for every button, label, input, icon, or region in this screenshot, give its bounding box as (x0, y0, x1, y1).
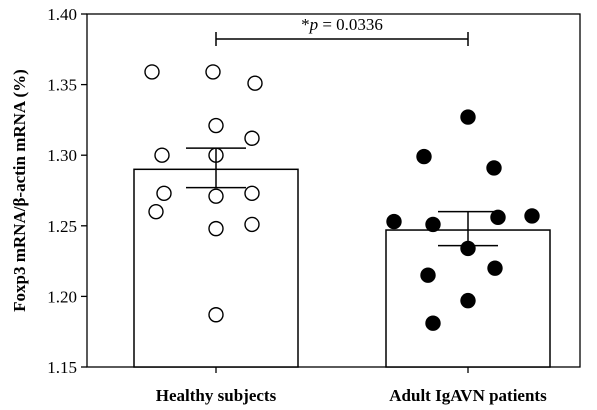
y-tick-label: 1.40 (47, 5, 77, 24)
x-tick-label: Adult IgAVN patients (389, 386, 547, 405)
data-point-open (205, 64, 221, 80)
data-point-filled (460, 292, 476, 309)
points (144, 64, 540, 331)
y-tick-label: 1.35 (47, 76, 77, 95)
y-tick-label: 1.25 (47, 217, 77, 236)
data-point-filled (486, 160, 502, 176)
data-point-filled (420, 267, 436, 283)
data-point-filled (425, 216, 441, 233)
data-point-open (244, 185, 260, 202)
data-point-filled (425, 315, 441, 331)
data-point-filled (386, 213, 402, 230)
y-tick-label: 1.30 (47, 146, 77, 165)
data-point-filled (524, 208, 540, 224)
data-point-open (244, 216, 260, 233)
data-point-open (144, 64, 160, 80)
y-axis: 1.15 1.20 1.25 1.30 1.35 1.40 (47, 5, 87, 377)
data-point-open (148, 203, 164, 220)
data-point-open (244, 130, 260, 146)
y-tick-label: 1.15 (47, 358, 77, 377)
data-point-filled (487, 260, 503, 276)
y-axis-title: Foxp3 mRNA/β-actin mRNA (%) (10, 69, 29, 312)
significance-label: *p = 0.0336 (301, 15, 383, 34)
data-point-open (208, 307, 224, 323)
significance-prefix: * (301, 15, 310, 34)
data-point-open (208, 220, 224, 237)
data-point-filled (416, 148, 432, 165)
significance-value: = 0.0336 (318, 15, 383, 34)
plot-area (86, 13, 581, 368)
data-point-open (154, 147, 170, 163)
data-point-filled (460, 109, 476, 125)
data-point-open (247, 75, 263, 91)
y-tick-label: 1.20 (47, 287, 77, 306)
data-point-filled (490, 209, 506, 226)
data-point-open (156, 185, 172, 202)
plot-frame (86, 13, 581, 368)
x-axis: Healthy subjects Adult IgAVN patients (156, 367, 547, 405)
data-point-open (208, 117, 224, 134)
significance-p-symbol: p (309, 15, 319, 34)
x-tick-label: Healthy subjects (156, 386, 277, 405)
significance-bracket: *p = 0.0336 (215, 15, 469, 46)
data-point-open (208, 188, 224, 204)
error-bars (186, 147, 498, 247)
